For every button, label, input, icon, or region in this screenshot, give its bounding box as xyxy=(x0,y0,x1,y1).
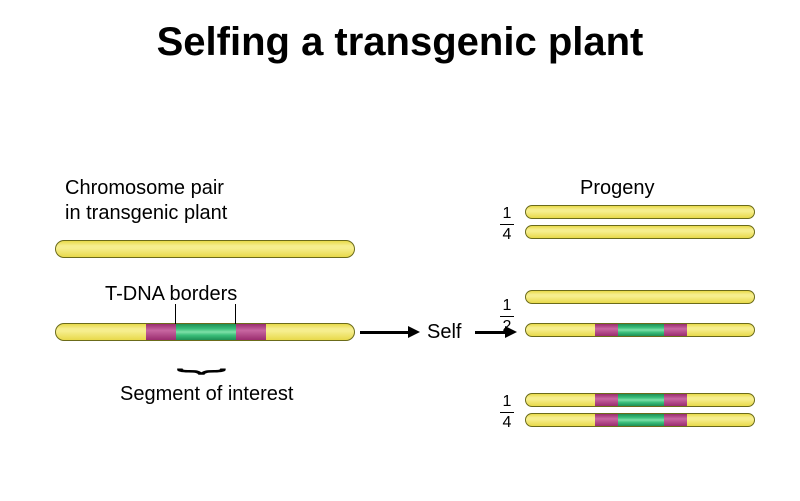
tdna-tick-left xyxy=(175,304,176,324)
fraction-0-num: 1 xyxy=(500,206,514,225)
fraction-2-den: 4 xyxy=(500,413,514,431)
page-title: Selfing a transgenic plant xyxy=(0,20,800,65)
label-segment: Segment of interest xyxy=(120,382,293,407)
segment-of-interest xyxy=(176,324,236,340)
segment-brace: ⏟ xyxy=(176,343,226,371)
tdna-border-right xyxy=(664,324,687,336)
fraction-1: 12 xyxy=(500,298,514,335)
progeny-0-chromosome-1 xyxy=(525,225,755,239)
segment-of-interest xyxy=(618,414,664,426)
label-tdna: T-DNA borders xyxy=(105,282,237,307)
label-progeny: Progeny xyxy=(580,176,655,201)
label-self: Self xyxy=(427,321,461,344)
tdna-border-left xyxy=(595,324,618,336)
label-chromo-pair: Chromosome pair in transgenic plant xyxy=(65,176,227,226)
progeny-2-chromosome-0 xyxy=(525,393,755,407)
fraction-0: 14 xyxy=(500,206,514,243)
fraction-1-den: 2 xyxy=(500,317,514,335)
tdna-border-right xyxy=(664,414,687,426)
tdna-border-right xyxy=(664,394,687,406)
tdna-border-right xyxy=(236,324,266,340)
fraction-2-num: 1 xyxy=(500,394,514,413)
left-chromosome-top xyxy=(55,240,355,258)
left-chromosome-bottom xyxy=(55,323,355,341)
tdna-border-left xyxy=(595,394,618,406)
fraction-1-num: 1 xyxy=(500,298,514,317)
segment-of-interest xyxy=(618,394,664,406)
progeny-0-chromosome-0 xyxy=(525,205,755,219)
fraction-2: 14 xyxy=(500,394,514,431)
segment-of-interest xyxy=(618,324,664,336)
tdna-border-left xyxy=(146,324,176,340)
tdna-tick-right xyxy=(235,304,236,324)
arrow-1 xyxy=(360,332,420,333)
progeny-2-chromosome-1 xyxy=(525,413,755,427)
progeny-1-chromosome-1 xyxy=(525,323,755,337)
fraction-0-den: 4 xyxy=(500,225,514,243)
tdna-border-left xyxy=(595,414,618,426)
progeny-1-chromosome-0 xyxy=(525,290,755,304)
